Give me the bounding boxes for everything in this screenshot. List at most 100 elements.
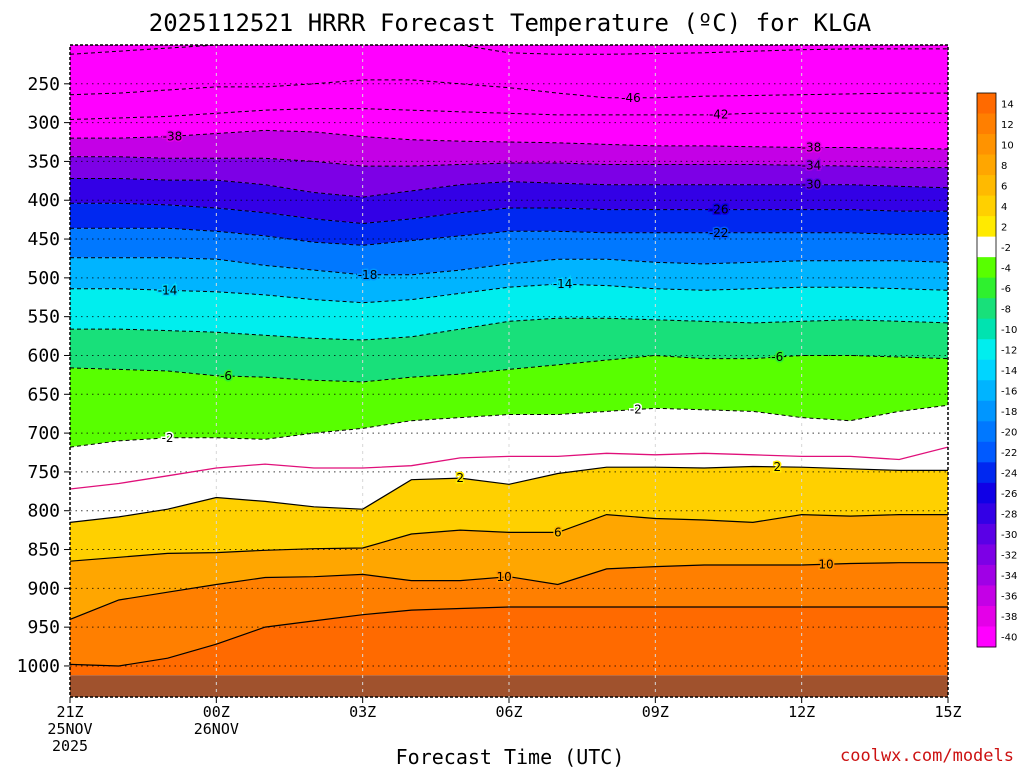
colorbar-label: -12 xyxy=(1001,345,1017,356)
colorbar-swatch xyxy=(977,277,996,299)
y-tick-label: 350 xyxy=(27,151,60,172)
colorbar-swatch xyxy=(977,482,996,504)
isotherm-line-solid xyxy=(70,606,948,667)
isotherm-label: -6 xyxy=(771,350,783,364)
temperature-band xyxy=(70,79,948,120)
y-tick-label: 900 xyxy=(27,578,60,599)
colorbar-swatch xyxy=(977,380,996,402)
temperature-band xyxy=(70,466,948,562)
isotherm-line-solid xyxy=(70,513,948,562)
y-tick-label: 1000 xyxy=(17,656,60,677)
colorbar-label: 10 xyxy=(1001,140,1014,151)
colorbar-label: 2 xyxy=(1001,222,1007,233)
colorbar-label: -2 xyxy=(1001,243,1011,254)
colorbar-swatch xyxy=(977,626,996,648)
colorbar-swatch xyxy=(977,503,996,525)
isotherm-label: -38 xyxy=(802,140,822,154)
isotherm-label: -2 xyxy=(630,402,642,416)
temperature-band xyxy=(70,355,948,448)
x-tick-label: 15Z xyxy=(934,703,961,721)
colorbar-label: -18 xyxy=(1001,407,1017,418)
colorbar-label: -6 xyxy=(1001,284,1011,295)
isotherm-label: -38 xyxy=(163,129,183,143)
colorbar-label: -16 xyxy=(1001,387,1017,398)
x-tick-label: 06Z xyxy=(495,703,522,721)
isotherm-label: 10 xyxy=(496,570,511,584)
colorbar-label: -30 xyxy=(1001,530,1017,541)
isotherm-label: -18 xyxy=(358,268,378,282)
isotherm-label: -2 xyxy=(162,431,174,445)
isotherm-line-dashed xyxy=(70,45,948,55)
axes: 250 300 350 400 450 500 550 600 650 700 750 800 850 9… xyxy=(17,44,962,755)
colorbar-label: -40 xyxy=(1001,633,1017,644)
isotherm-label: -42 xyxy=(709,107,729,121)
isotherm-label: -26 xyxy=(709,203,729,217)
colorbar-swatch xyxy=(977,585,996,607)
ground-surface xyxy=(70,675,948,697)
colorbar-swatch xyxy=(977,400,996,422)
colorbar-swatch xyxy=(977,462,996,484)
colorbar-legend: 14 12 10 8 6 4 2 -2 -4 -6 -8 -10 -12 -14 -16 -18 -20 -22 -… xyxy=(976,92,1017,648)
y-tick-label: 800 xyxy=(27,501,60,522)
colorbar-swatch xyxy=(977,605,996,627)
isotherm-label: 6 xyxy=(554,525,562,539)
colorbar-swatch xyxy=(977,113,996,135)
colorbar-swatch xyxy=(977,134,996,156)
colorbar-swatch xyxy=(977,318,996,340)
colorbar-label: -34 xyxy=(1001,571,1017,582)
x-tick-label: 00Z xyxy=(203,703,230,721)
colorbar-label: 4 xyxy=(1001,202,1007,213)
temperature-band xyxy=(70,405,948,523)
colorbar-label: -22 xyxy=(1001,448,1017,459)
isotherm-label: -46 xyxy=(621,91,641,105)
y-tick-label: 850 xyxy=(27,540,60,561)
colorbar-label: 14 xyxy=(1001,99,1014,110)
colorbar-label: -32 xyxy=(1001,551,1017,562)
colorbar-swatch xyxy=(977,93,996,115)
y-tick-label: 750 xyxy=(27,462,60,483)
y-tick-label: 650 xyxy=(27,384,60,405)
x-axis-label: Forecast Time (UTC) xyxy=(396,745,625,768)
colorbar-label: -36 xyxy=(1001,592,1017,603)
colorbar-swatch xyxy=(977,359,996,381)
temperature-band xyxy=(70,318,948,382)
temperature-band xyxy=(70,156,948,198)
y-tick-label: 700 xyxy=(27,423,60,444)
isotherm-label: 2 xyxy=(773,460,781,474)
isotherm-label: -22 xyxy=(709,226,729,240)
colorbar-swatch xyxy=(977,175,996,197)
y-tick-label: 400 xyxy=(27,190,60,211)
x-tick-label: 12Z xyxy=(788,703,815,721)
colorbar-label: -24 xyxy=(1001,469,1017,480)
colorbar-label: 8 xyxy=(1001,161,1007,172)
source-credit: coolwx.com/models xyxy=(840,746,1014,766)
temperature-band xyxy=(70,257,948,303)
isotherm-label: -30 xyxy=(802,178,822,192)
temperature-band xyxy=(70,130,948,168)
colorbar-label: -26 xyxy=(1001,489,1017,500)
temperature-band xyxy=(70,203,948,246)
x-tick-sublabel: 25NOV xyxy=(47,720,92,738)
colorbar-swatch xyxy=(977,544,996,566)
colorbar-swatch xyxy=(977,339,996,361)
y-tick-label: 250 xyxy=(27,74,60,95)
colorbar-label: -14 xyxy=(1001,366,1017,377)
isotherm-label: -14 xyxy=(553,277,573,291)
colorbar-label: -38 xyxy=(1001,612,1017,623)
colorbar-swatch xyxy=(977,421,996,443)
isotherm-label: 2 xyxy=(456,471,464,485)
isotherm-line-solid xyxy=(70,465,948,523)
isotherm-label: -34 xyxy=(802,158,822,172)
freezing-line xyxy=(70,446,948,490)
chart-title: 2025112521 HRRR Forecast Temperature (ºC… xyxy=(149,9,872,37)
temperature-band xyxy=(70,514,948,620)
x-tick-label: 03Z xyxy=(349,703,376,721)
temperature-band xyxy=(70,108,948,149)
plot-content: -46-42-38-38-34-30-26-22-18-14 -14-6-6-2-… xyxy=(70,45,948,697)
y-tick-label: 450 xyxy=(27,229,60,250)
colorbar-label: -4 xyxy=(1001,263,1011,274)
colorbar-label: -10 xyxy=(1001,325,1017,336)
colorbar-swatch xyxy=(977,257,996,279)
isotherm-label: -6 xyxy=(220,369,232,383)
colorbar-swatch xyxy=(977,441,996,463)
